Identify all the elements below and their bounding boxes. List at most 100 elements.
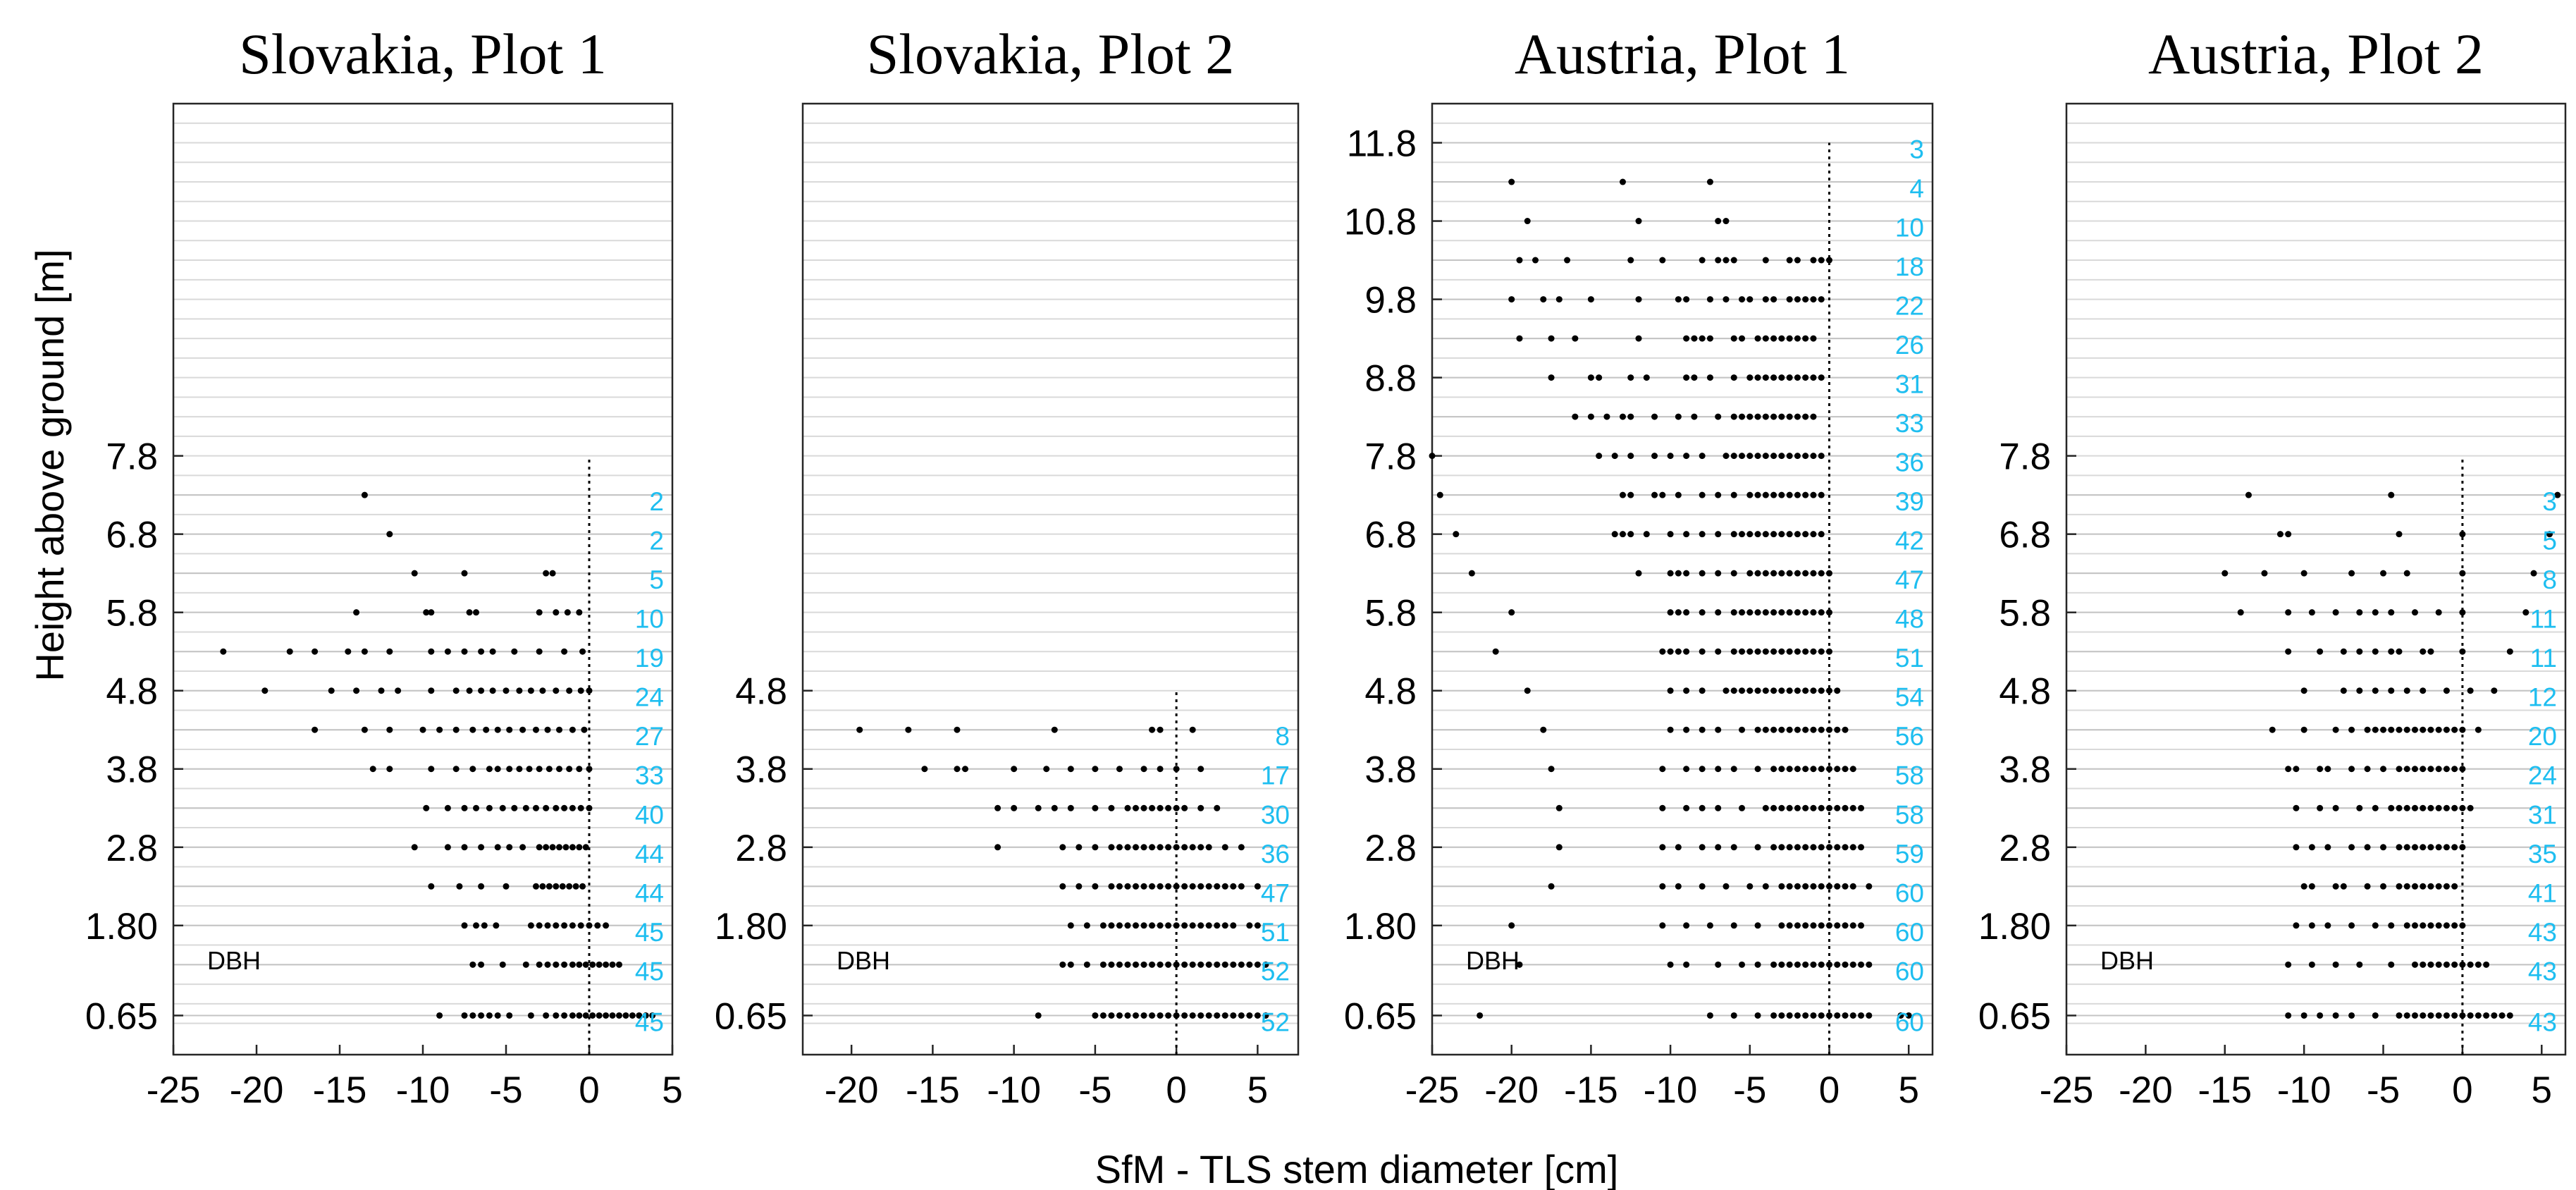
data-point [469, 726, 476, 733]
data-point [1739, 296, 1746, 303]
data-point [2221, 570, 2229, 577]
data-point [428, 883, 435, 890]
data-point [1842, 766, 1849, 773]
data-point [1794, 531, 1801, 538]
data-point [527, 1012, 534, 1019]
data-point [536, 648, 543, 655]
count-label: 11 [2530, 644, 2557, 673]
data-point [1778, 335, 1785, 342]
data-point [553, 804, 560, 811]
y-tick-label: 0.65 [85, 995, 158, 1037]
data-point [452, 766, 460, 773]
data-point [1754, 609, 1761, 616]
y-tick-label: 2.8 [106, 828, 158, 869]
data-point [2420, 648, 2427, 655]
data-point [566, 687, 573, 694]
count-label: 30 [1261, 800, 1290, 829]
data-point [1770, 766, 1777, 773]
data-point [506, 766, 513, 773]
data-point [2491, 1012, 2498, 1019]
data-point [2324, 766, 2331, 773]
data-point [1794, 766, 1801, 773]
data-point [2420, 804, 2427, 811]
data-point [1770, 961, 1777, 968]
data-point [1849, 804, 1856, 811]
data-point [2388, 491, 2395, 498]
data-point [1555, 296, 1563, 303]
data-point [1794, 453, 1801, 460]
data-point [1699, 883, 1706, 890]
count-label: 8 [2542, 565, 2557, 594]
data-point [2340, 883, 2347, 890]
data-point [1810, 609, 1817, 616]
data-point [2308, 961, 2315, 968]
data-point [536, 961, 543, 968]
y-tick-label: 8.8 [1364, 358, 1417, 400]
dbh-label: DBH [2100, 946, 2154, 975]
data-point [1555, 804, 1563, 811]
data-point [2427, 883, 2434, 890]
data-point [2372, 609, 2379, 616]
data-point [503, 883, 510, 890]
data-point [1778, 531, 1785, 538]
data-point [2348, 844, 2355, 851]
count-label: 12 [2528, 683, 2557, 712]
data-point [2451, 922, 2458, 929]
data-point [1754, 766, 1761, 773]
data-point [562, 844, 569, 851]
y-tick-label: 3.8 [1364, 749, 1417, 791]
data-point [553, 961, 560, 968]
data-point [1810, 766, 1817, 773]
data-point [1189, 961, 1196, 968]
data-point [1746, 413, 1754, 420]
data-point [1770, 687, 1777, 694]
data-point [2300, 883, 2307, 890]
y-tick-label: 4.8 [1364, 671, 1417, 713]
data-point [1762, 609, 1769, 616]
data-point [1516, 335, 1523, 342]
count-label: 2 [649, 527, 664, 556]
data-point [1778, 570, 1785, 577]
data-point [1667, 726, 1674, 733]
data-point [483, 726, 490, 733]
data-point [1825, 804, 1832, 811]
data-point [1667, 531, 1674, 538]
data-point [2324, 922, 2331, 929]
chart-panels: Slovakia, Plot 1 -25 -20 -15 -10 -5 0 5 0.65 1.80… [85, 22, 2567, 1111]
data-point [1683, 961, 1690, 968]
data-point [2459, 609, 2466, 616]
data-point [2388, 609, 2395, 616]
data-point [2332, 883, 2339, 890]
data-point [1802, 335, 1809, 342]
data-point [1818, 844, 1825, 851]
data-point [1818, 609, 1825, 616]
data-point [2451, 804, 2458, 811]
data-point [1802, 1012, 1809, 1019]
x-tick-label: -10 [987, 1069, 1041, 1111]
count-label: 60 [1895, 878, 1924, 907]
data-point [522, 804, 529, 811]
x-tick-label: 5 [2532, 1069, 2552, 1111]
data-point [539, 687, 546, 694]
data-point [2356, 687, 2363, 694]
data-point [456, 883, 463, 890]
count-label: 60 [1895, 918, 1924, 947]
data-point [1691, 335, 1698, 342]
data-point [2403, 883, 2410, 890]
data-point [1866, 883, 1873, 890]
data-point [1659, 766, 1666, 773]
data-point [1140, 1012, 1147, 1019]
data-point [1730, 413, 1737, 420]
x-tick-label: -20 [825, 1069, 879, 1111]
data-point [2459, 961, 2466, 968]
x-tick-label: -25 [2040, 1069, 2094, 1111]
data-point [1108, 844, 1115, 851]
data-point [1706, 335, 1713, 342]
data-point [386, 531, 393, 538]
count-label: 47 [1261, 878, 1290, 907]
data-point [1746, 687, 1754, 694]
data-point [2530, 570, 2537, 577]
data-point [2467, 1012, 2474, 1019]
data-point [489, 687, 496, 694]
data-point [1723, 883, 1730, 890]
